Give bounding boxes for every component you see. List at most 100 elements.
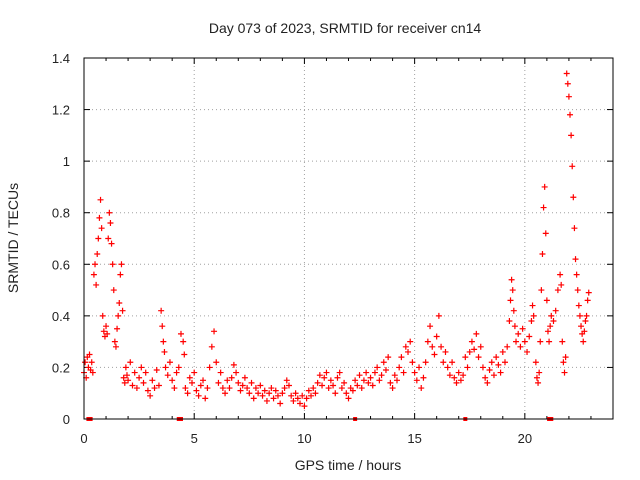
data-point [457, 377, 464, 384]
data-point [473, 330, 480, 337]
x-tick-label: 20 [518, 431, 532, 446]
data-point [367, 374, 374, 381]
data-point [548, 312, 555, 319]
data-point [528, 318, 535, 325]
data-point [438, 343, 445, 350]
data-point [511, 323, 518, 330]
data-point [499, 348, 506, 355]
data-point [184, 390, 191, 397]
data-point [268, 385, 275, 392]
data-point [106, 209, 113, 216]
data-point [140, 379, 147, 386]
data-point [288, 392, 295, 399]
data-point [376, 377, 383, 384]
data-point [255, 390, 262, 397]
data-point [538, 287, 545, 294]
data-point [495, 361, 502, 368]
data-point [100, 328, 107, 335]
data-point [583, 312, 590, 319]
data-point [133, 385, 140, 392]
data-point [290, 397, 297, 404]
data-point [233, 369, 240, 376]
y-tick-label: 1.2 [52, 103, 70, 118]
data-point [484, 379, 491, 386]
data-point [248, 379, 255, 386]
data-point [175, 364, 182, 371]
data-point [226, 385, 233, 392]
data-point [259, 392, 266, 399]
data-point [557, 271, 564, 278]
data-point [535, 379, 542, 386]
data-point [574, 287, 581, 294]
data-point [385, 354, 392, 361]
data-point [244, 385, 251, 392]
data-point [250, 395, 257, 402]
data-point [530, 312, 537, 319]
data-point [546, 338, 553, 345]
data-point [550, 318, 557, 325]
data-point [310, 385, 317, 392]
data-point [195, 392, 202, 399]
data-point [114, 325, 121, 332]
data-point [429, 343, 436, 350]
data-point [173, 369, 180, 376]
data-point [575, 302, 582, 309]
data-series-srmtid [81, 70, 592, 410]
data-point [301, 403, 308, 410]
x-tick-label: 0 [80, 431, 87, 446]
data-point [120, 374, 127, 381]
data-point [111, 338, 118, 345]
data-point [112, 343, 119, 350]
data-point [138, 364, 145, 371]
data-point [486, 367, 493, 374]
data-point [272, 387, 279, 394]
data-point [526, 333, 533, 340]
data-point [292, 390, 299, 397]
data-point [105, 235, 112, 242]
data-point [543, 297, 550, 304]
y-axis-label: SRMTID / TECUs [5, 183, 21, 293]
data-point [160, 338, 167, 345]
data-point [88, 359, 95, 366]
data-point [537, 338, 544, 345]
data-point [416, 364, 423, 371]
data-point [396, 364, 403, 371]
data-point [147, 392, 154, 399]
data-point [427, 323, 434, 330]
data-point [509, 287, 516, 294]
data-point [89, 369, 96, 376]
data-point [142, 369, 149, 376]
data-point [544, 328, 551, 335]
data-point [468, 338, 475, 345]
data-point [277, 400, 284, 407]
y-tick-label: 0.4 [52, 309, 70, 324]
data-point [440, 359, 447, 366]
data-point [540, 204, 547, 211]
data-point [330, 382, 337, 389]
data-point [189, 379, 196, 386]
data-point [159, 323, 166, 330]
data-point [442, 348, 449, 355]
data-point [303, 395, 310, 402]
x-tick-labels: 0 5 10 15 20 [80, 431, 532, 446]
data-point [532, 359, 539, 366]
data-point [510, 307, 517, 314]
data-point [378, 372, 385, 379]
data-point [104, 330, 111, 337]
data-point [493, 354, 500, 361]
data-point [580, 338, 587, 345]
data-point [433, 333, 440, 340]
data-point [246, 390, 253, 397]
data-point [281, 385, 288, 392]
data-point [162, 364, 169, 371]
data-point [94, 250, 101, 257]
y-tick-label: 1 [63, 154, 70, 169]
data-point [316, 372, 323, 379]
data-point [191, 369, 198, 376]
data-point [513, 338, 520, 345]
data-point [446, 372, 453, 379]
y-tick-label: 0 [63, 412, 70, 427]
data-point [352, 377, 359, 384]
data-point [119, 307, 126, 314]
